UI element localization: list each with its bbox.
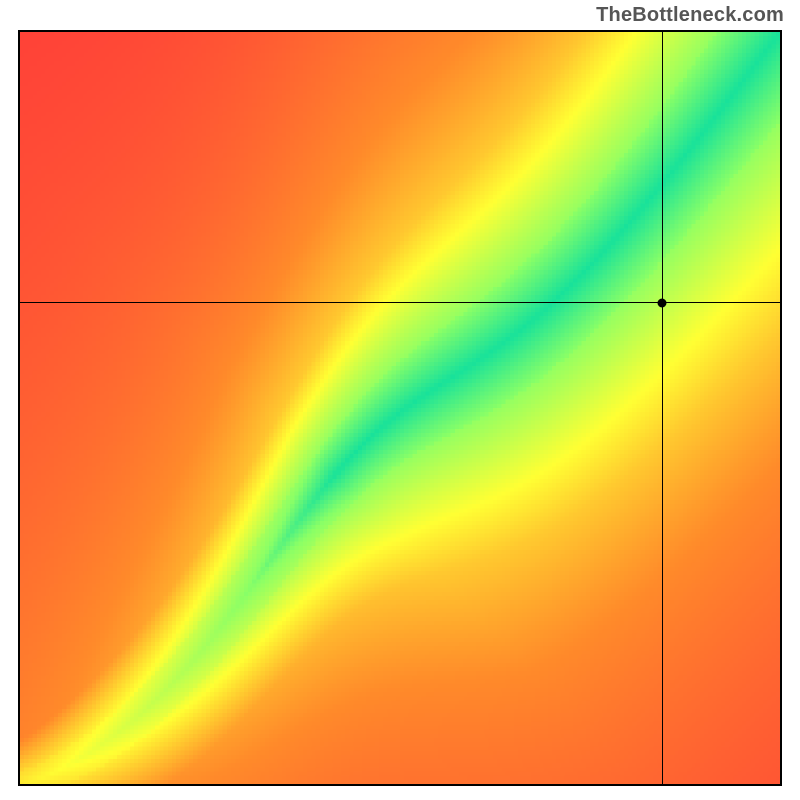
watermark-text: TheBottleneck.com [596, 4, 784, 27]
plot-border [18, 30, 782, 786]
chart-container: TheBottleneck.com [0, 0, 800, 800]
marker-point [658, 298, 667, 307]
crosshair-vertical-line [662, 32, 663, 784]
